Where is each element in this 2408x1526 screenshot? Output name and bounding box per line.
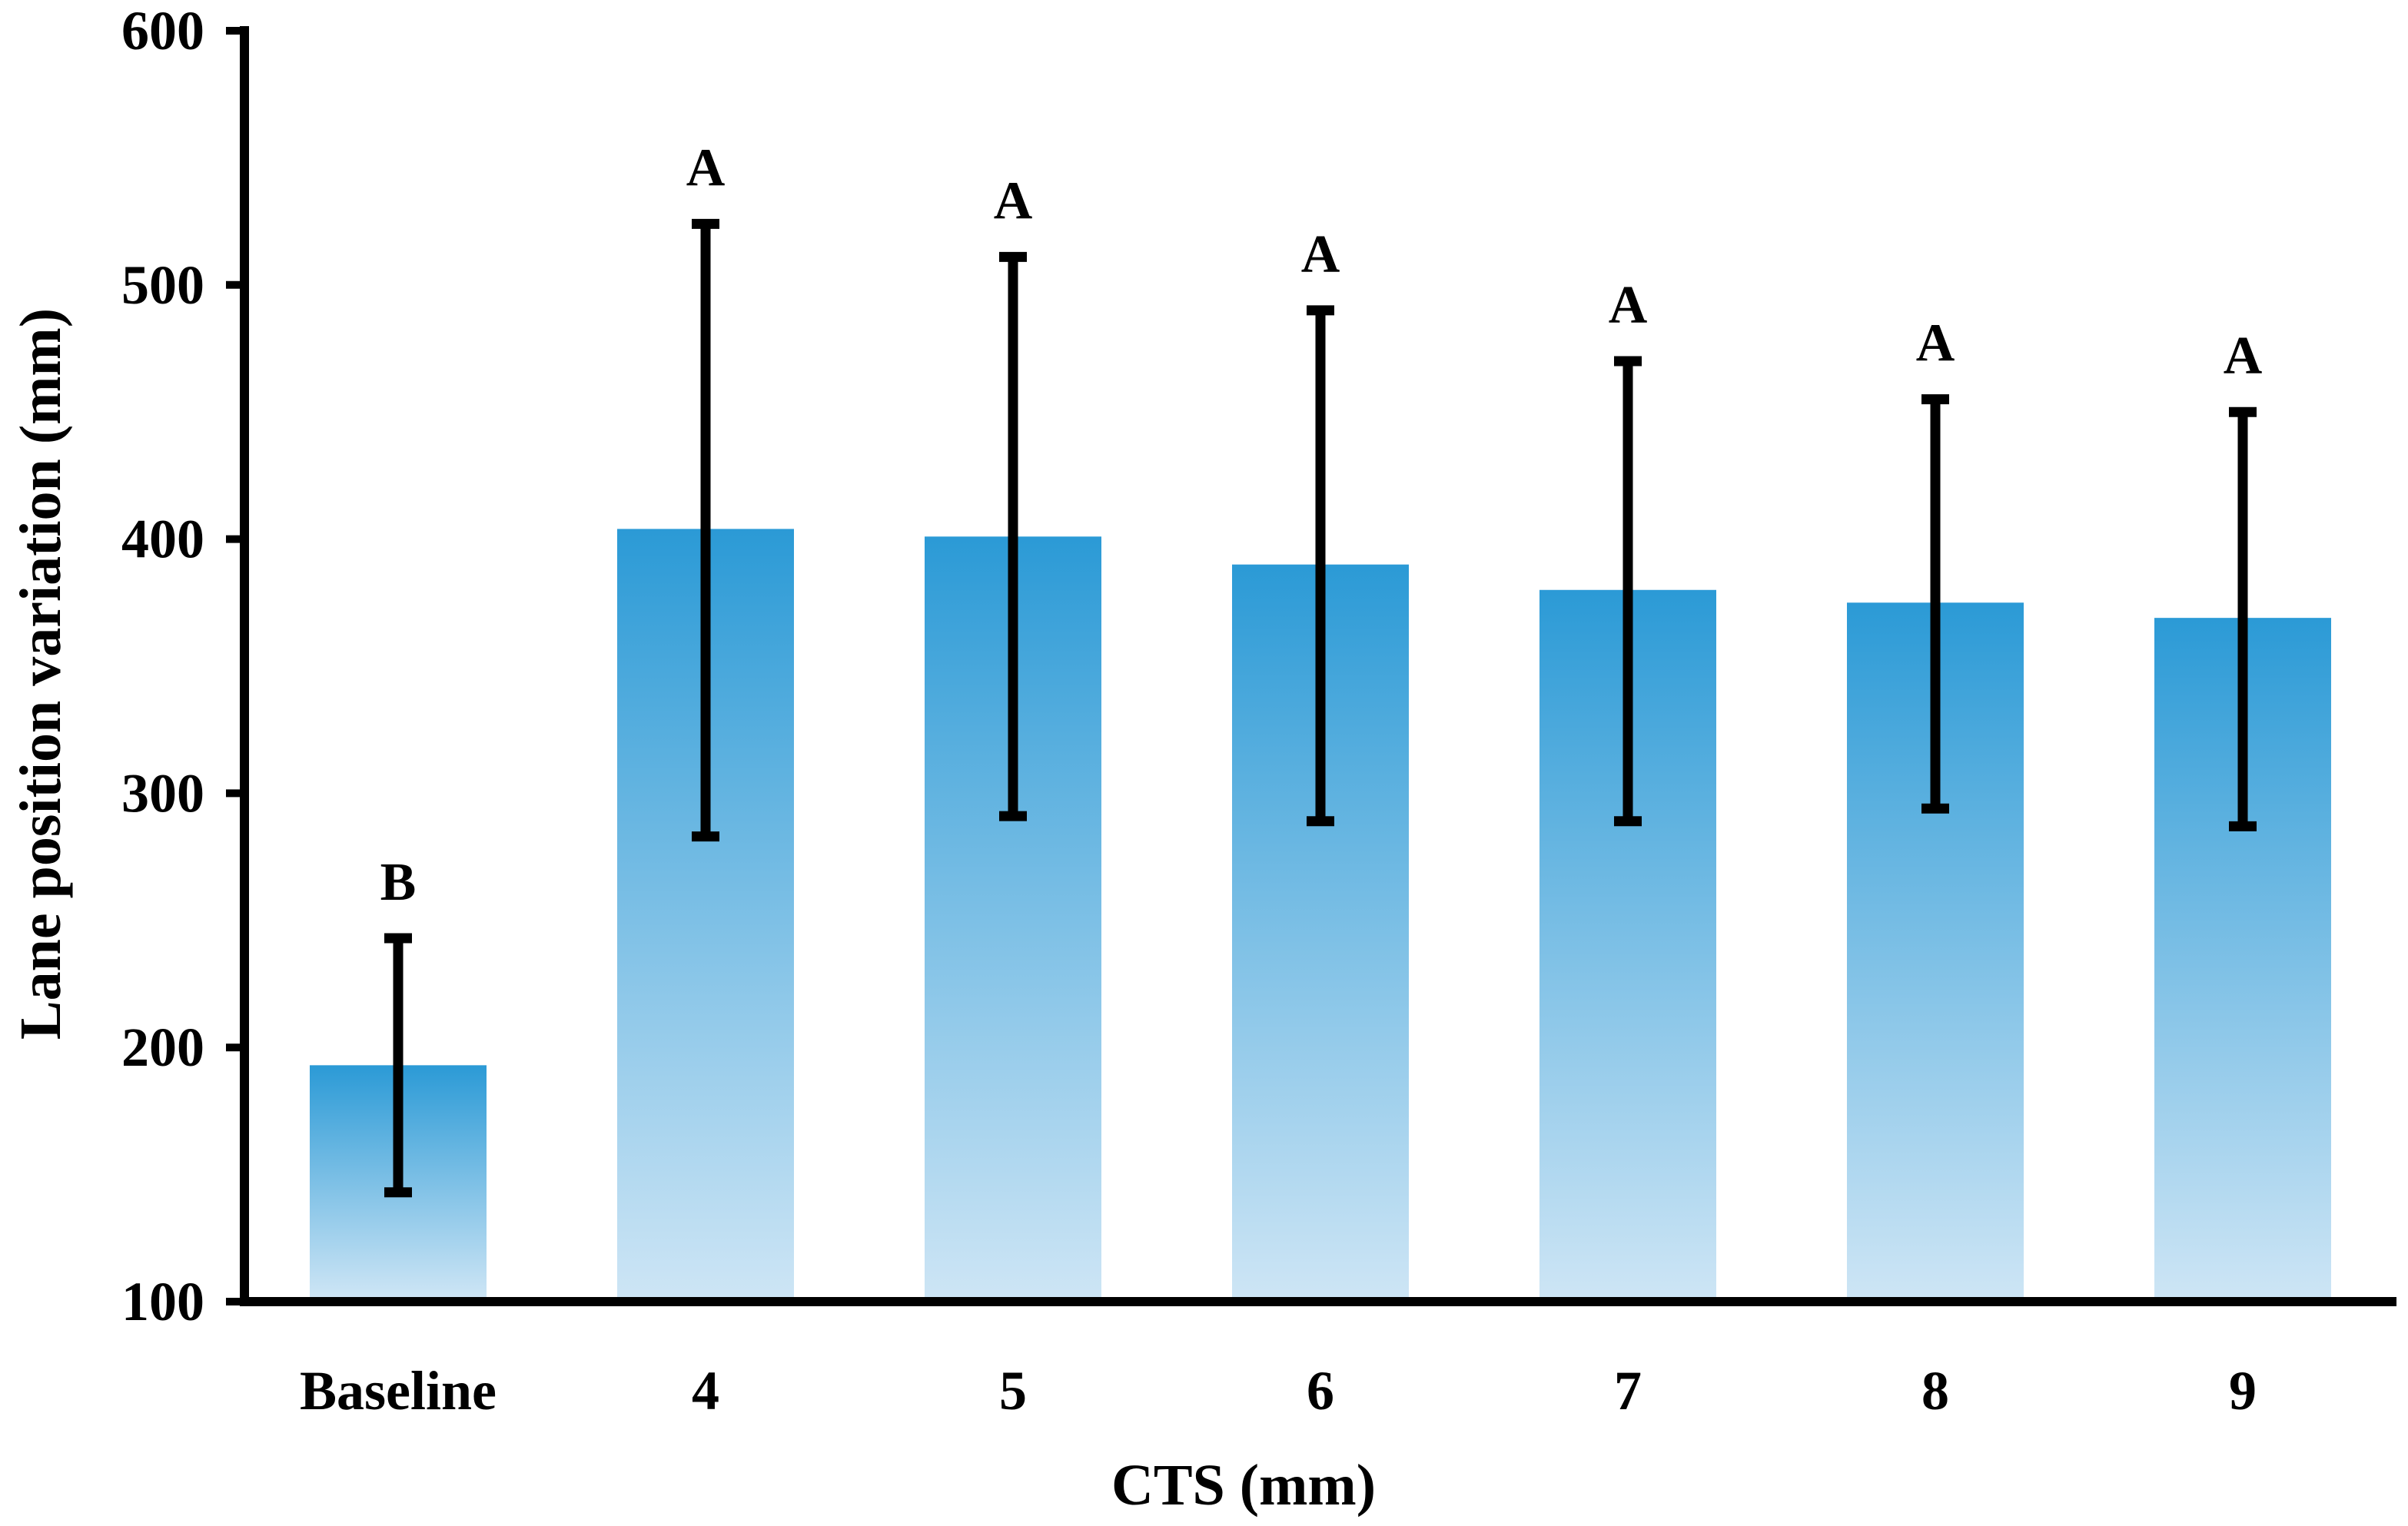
x-tick-label: Baseline <box>300 1360 497 1422</box>
significance-letter: A <box>2224 327 2263 386</box>
significance-labels-layer: B A A A A A A <box>380 138 2263 912</box>
x-tick-label: 5 <box>999 1360 1027 1422</box>
y-axis-title: Lane position variation (mm) <box>8 308 73 1040</box>
significance-letter: A <box>1301 225 1340 284</box>
y-tick-label: 600 <box>121 0 204 61</box>
significance-letter: A <box>686 138 726 197</box>
significance-letter: A <box>1916 314 1955 373</box>
x-tick-label: 9 <box>2229 1360 2257 1422</box>
x-tick-label: 6 <box>1307 1360 1334 1422</box>
significance-letter: B <box>380 853 417 912</box>
y-tick-label: 100 <box>121 1271 204 1332</box>
x-tick-label: 8 <box>1921 1360 1949 1422</box>
x-tick-label: 7 <box>1614 1360 1642 1422</box>
y-tick-label: 500 <box>121 254 204 316</box>
x-tick-labels-layer: Baseline 4 5 6 7 8 9 <box>300 1360 2257 1422</box>
y-tick-label: 400 <box>121 509 204 570</box>
significance-letter: A <box>1609 276 1648 335</box>
y-ticks-layer: 100 200 300 400 500 600 <box>121 0 244 1332</box>
y-tick-label: 300 <box>121 762 204 824</box>
y-tick-label: 200 <box>121 1017 204 1078</box>
significance-letter: A <box>994 171 1033 231</box>
axes-layer <box>240 26 2396 1306</box>
error-bars-layer <box>384 218 2257 1198</box>
x-tick-label: 4 <box>692 1360 719 1422</box>
x-axis-title: CTS (mm) <box>1111 1453 1376 1518</box>
